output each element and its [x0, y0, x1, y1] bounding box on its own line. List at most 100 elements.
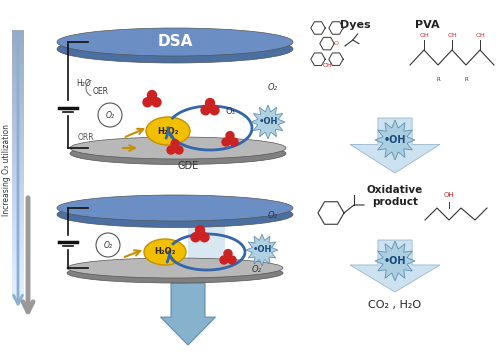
Bar: [12, 77, 24, 84]
Circle shape: [228, 256, 236, 264]
Circle shape: [224, 250, 232, 258]
Bar: [12, 293, 24, 300]
Polygon shape: [375, 120, 415, 160]
Circle shape: [152, 98, 161, 107]
Text: O₃: O₃: [226, 108, 236, 116]
Bar: [12, 44, 24, 50]
Text: OH: OH: [475, 33, 485, 38]
Ellipse shape: [67, 263, 283, 283]
Bar: [12, 152, 24, 158]
Bar: [12, 206, 24, 212]
Ellipse shape: [57, 202, 293, 228]
Text: •OH: •OH: [252, 246, 272, 255]
Bar: [12, 84, 24, 91]
Bar: [12, 199, 24, 206]
Circle shape: [226, 132, 234, 140]
Circle shape: [175, 146, 183, 154]
Text: OH: OH: [419, 33, 429, 38]
Circle shape: [171, 140, 179, 148]
Bar: [12, 131, 24, 138]
Text: R: R: [464, 77, 468, 82]
Text: OH: OH: [444, 192, 454, 198]
Ellipse shape: [57, 195, 293, 221]
Ellipse shape: [67, 258, 283, 278]
Ellipse shape: [70, 137, 286, 159]
Bar: [12, 226, 24, 233]
Text: Oxidative
product: Oxidative product: [367, 185, 423, 207]
Bar: [12, 233, 24, 239]
Circle shape: [191, 233, 200, 242]
Ellipse shape: [144, 239, 186, 265]
Polygon shape: [246, 234, 278, 266]
Text: CO₂ , H₂O: CO₂ , H₂O: [368, 300, 422, 310]
Bar: [12, 219, 24, 226]
Text: R: R: [436, 77, 440, 82]
Text: Dyes: Dyes: [340, 20, 370, 30]
Polygon shape: [188, 220, 225, 268]
Text: O₂: O₂: [252, 266, 262, 274]
Polygon shape: [350, 118, 440, 173]
Bar: [12, 280, 24, 286]
Text: Increasing O₃ utilization: Increasing O₃ utilization: [2, 124, 12, 216]
Text: •OH: •OH: [258, 118, 278, 126]
Text: O₂: O₂: [268, 82, 278, 92]
Bar: [12, 192, 24, 199]
Text: ORR: ORR: [78, 133, 94, 142]
Text: OER: OER: [93, 87, 109, 97]
Bar: [12, 145, 24, 152]
Ellipse shape: [146, 117, 190, 145]
Bar: [12, 185, 24, 192]
Text: H₂O₂: H₂O₂: [158, 126, 178, 136]
Bar: [12, 158, 24, 165]
Polygon shape: [375, 241, 415, 281]
Bar: [12, 50, 24, 57]
Ellipse shape: [57, 28, 293, 56]
Circle shape: [201, 106, 210, 115]
Text: PVA: PVA: [415, 20, 440, 30]
Bar: [12, 98, 24, 104]
Bar: [12, 172, 24, 179]
Bar: [12, 30, 24, 37]
Text: H₂O₂: H₂O₂: [154, 247, 176, 257]
Bar: [12, 260, 24, 266]
Bar: [12, 64, 24, 71]
Bar: [12, 91, 24, 98]
Text: O: O: [334, 41, 338, 46]
Text: •OH: •OH: [384, 135, 406, 145]
Circle shape: [230, 138, 238, 146]
Bar: [12, 253, 24, 260]
Bar: [12, 179, 24, 185]
Text: OH: OH: [322, 62, 332, 67]
Text: GDE: GDE: [178, 161, 199, 171]
Bar: [12, 71, 24, 77]
Bar: [12, 118, 24, 125]
Circle shape: [98, 103, 122, 127]
Bar: [12, 266, 24, 273]
Text: OH: OH: [447, 33, 457, 38]
Text: O₂: O₂: [106, 110, 114, 120]
Polygon shape: [160, 283, 216, 345]
Text: O₂: O₂: [268, 211, 278, 219]
Bar: [12, 212, 24, 219]
Bar: [12, 57, 24, 64]
Bar: [12, 37, 24, 44]
Circle shape: [222, 138, 230, 146]
Circle shape: [210, 106, 219, 115]
Bar: [12, 239, 24, 246]
Circle shape: [206, 99, 214, 108]
Text: •OH: •OH: [384, 256, 406, 266]
Ellipse shape: [57, 35, 293, 63]
Bar: [12, 165, 24, 172]
Bar: [12, 125, 24, 131]
Text: H₂O: H₂O: [76, 80, 91, 88]
Polygon shape: [350, 240, 440, 292]
Circle shape: [220, 256, 228, 264]
Circle shape: [196, 225, 204, 235]
Bar: [12, 286, 24, 293]
Circle shape: [167, 146, 175, 154]
Circle shape: [143, 98, 152, 107]
Bar: [12, 104, 24, 111]
Ellipse shape: [70, 142, 286, 164]
Circle shape: [200, 233, 209, 242]
Bar: [12, 246, 24, 253]
